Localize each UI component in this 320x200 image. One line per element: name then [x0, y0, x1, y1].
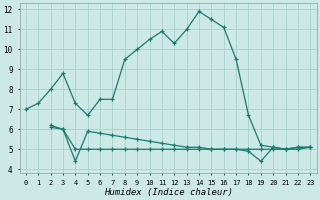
X-axis label: Humidex (Indice chaleur): Humidex (Indice chaleur) — [104, 188, 233, 197]
